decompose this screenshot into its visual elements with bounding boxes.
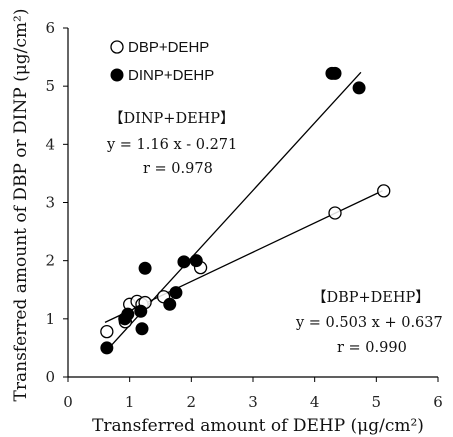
y-tick-label: 0 xyxy=(45,368,55,386)
x-tick-label: 0 xyxy=(63,393,73,411)
annotation-dinp-equation: y = 1.16 x - 0.271 xyxy=(106,137,237,153)
data-point-dinp-dehp xyxy=(328,66,342,80)
legend-marker-dbp-dehp xyxy=(110,40,124,54)
data-point-dbp-dehp xyxy=(328,206,342,220)
annotation-dinp-r: r = 0.978 xyxy=(143,161,213,177)
annotation-dinp-title: 【DINP+DEHP】 xyxy=(109,110,235,127)
data-point-dinp-dehp xyxy=(138,261,152,275)
y-tick-label: 3 xyxy=(45,194,55,212)
data-point-dinp-dehp xyxy=(134,304,148,318)
annotation-dinp: 【DINP+DEHP】 y = 1.16 x - 0.271 r = 0.978 xyxy=(106,110,237,177)
x-tick-label: 4 xyxy=(310,393,320,411)
data-point-dinp-dehp xyxy=(169,286,183,300)
data-point-dbp-dehp xyxy=(100,324,114,339)
legend-label-dinp-dehp: DINP+DEHP xyxy=(128,67,214,84)
x-tick-label: 5 xyxy=(372,393,382,411)
y-tick-label: 4 xyxy=(45,135,55,153)
legend: DBP+DEHP DINP+DEHP xyxy=(110,39,214,84)
data-point-dinp-dehp xyxy=(135,322,149,336)
y-axis-title: Transferred amount of DBP or DINP (μg/cm… xyxy=(11,9,31,402)
data-point-dinp-dehp xyxy=(189,254,203,268)
y-tick-label: 6 xyxy=(45,19,55,37)
x-tick-label: 6 xyxy=(433,393,443,411)
data-points xyxy=(100,66,391,355)
y-tick-label: 5 xyxy=(45,77,55,95)
data-point-dinp-dehp xyxy=(177,255,191,269)
data-point-dinp-dehp xyxy=(121,307,135,321)
y-tick-label: 2 xyxy=(45,252,55,270)
x-tick-label: 1 xyxy=(125,393,135,411)
annotation-dbp-title: 【DBP+DEHP】 xyxy=(312,289,430,306)
legend-marker-dinp-dehp xyxy=(110,68,124,82)
x-tick-label: 3 xyxy=(248,393,258,411)
y-tick-label: 1 xyxy=(45,310,55,328)
data-point-dinp-dehp xyxy=(163,297,177,311)
data-point-dbp-dehp xyxy=(377,184,391,198)
data-point-dinp-dehp xyxy=(352,81,366,95)
annotation-dbp: 【DBP+DEHP】 y = 0.503 x + 0.637 r = 0.990 xyxy=(295,289,443,356)
annotation-dbp-equation: y = 0.503 x + 0.637 xyxy=(295,315,443,331)
x-axis-title: Transferred amount of DEHP (μg/cm²) xyxy=(92,416,424,436)
legend-label-dbp-dehp: DBP+DEHP xyxy=(128,39,209,56)
data-point-dinp-dehp xyxy=(100,341,114,355)
annotation-dbp-r: r = 0.990 xyxy=(337,340,407,356)
x-tick-label: 2 xyxy=(187,393,197,411)
axes: 0 1 2 3 4 5 6 0 1 2 3 4 5 6 xyxy=(45,19,442,411)
